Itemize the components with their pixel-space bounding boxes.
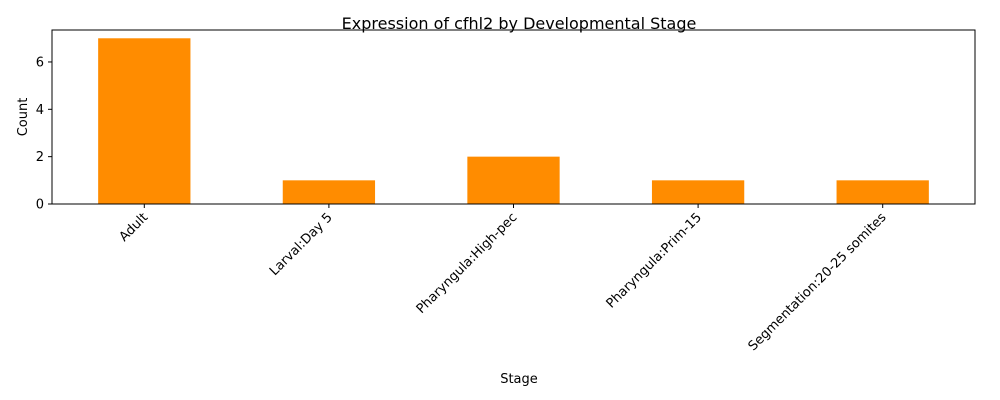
y-tick-label-0: 0: [36, 198, 44, 213]
y-axis-label: Count: [16, 98, 31, 137]
bar-4: [836, 180, 929, 204]
y-tick-label-1: 2: [36, 150, 44, 165]
plot-frame: [51, 29, 976, 205]
bar-3: [651, 180, 745, 204]
x-tick-label-3: Pharyngula:Prim-15: [604, 210, 705, 311]
chart-title: Expression of cfhl2 by Developmental Sta…: [342, 14, 697, 33]
bar-0: [98, 38, 191, 205]
bar-2: [467, 156, 560, 204]
x-tick-label-4: Segmentation:20-25 somites: [746, 210, 890, 354]
y-tick-label-3: 6: [36, 55, 44, 70]
x-tick-label-2: Pharyngula:High-pec: [414, 210, 521, 317]
x-tick-label-1: Larval:Day 5: [267, 210, 336, 279]
bar-1: [282, 180, 376, 204]
bars-group: [98, 38, 929, 205]
y-tick-label-2: 4: [36, 103, 44, 118]
x-tick-label-0: Adult: [117, 210, 152, 245]
y-axis: 0 2 4 6: [36, 55, 52, 213]
x-axis-label: Stage: [500, 372, 538, 387]
x-axis: Adult Larval:Day 5 Pharyngula:High-pec Phar…: [117, 204, 890, 354]
